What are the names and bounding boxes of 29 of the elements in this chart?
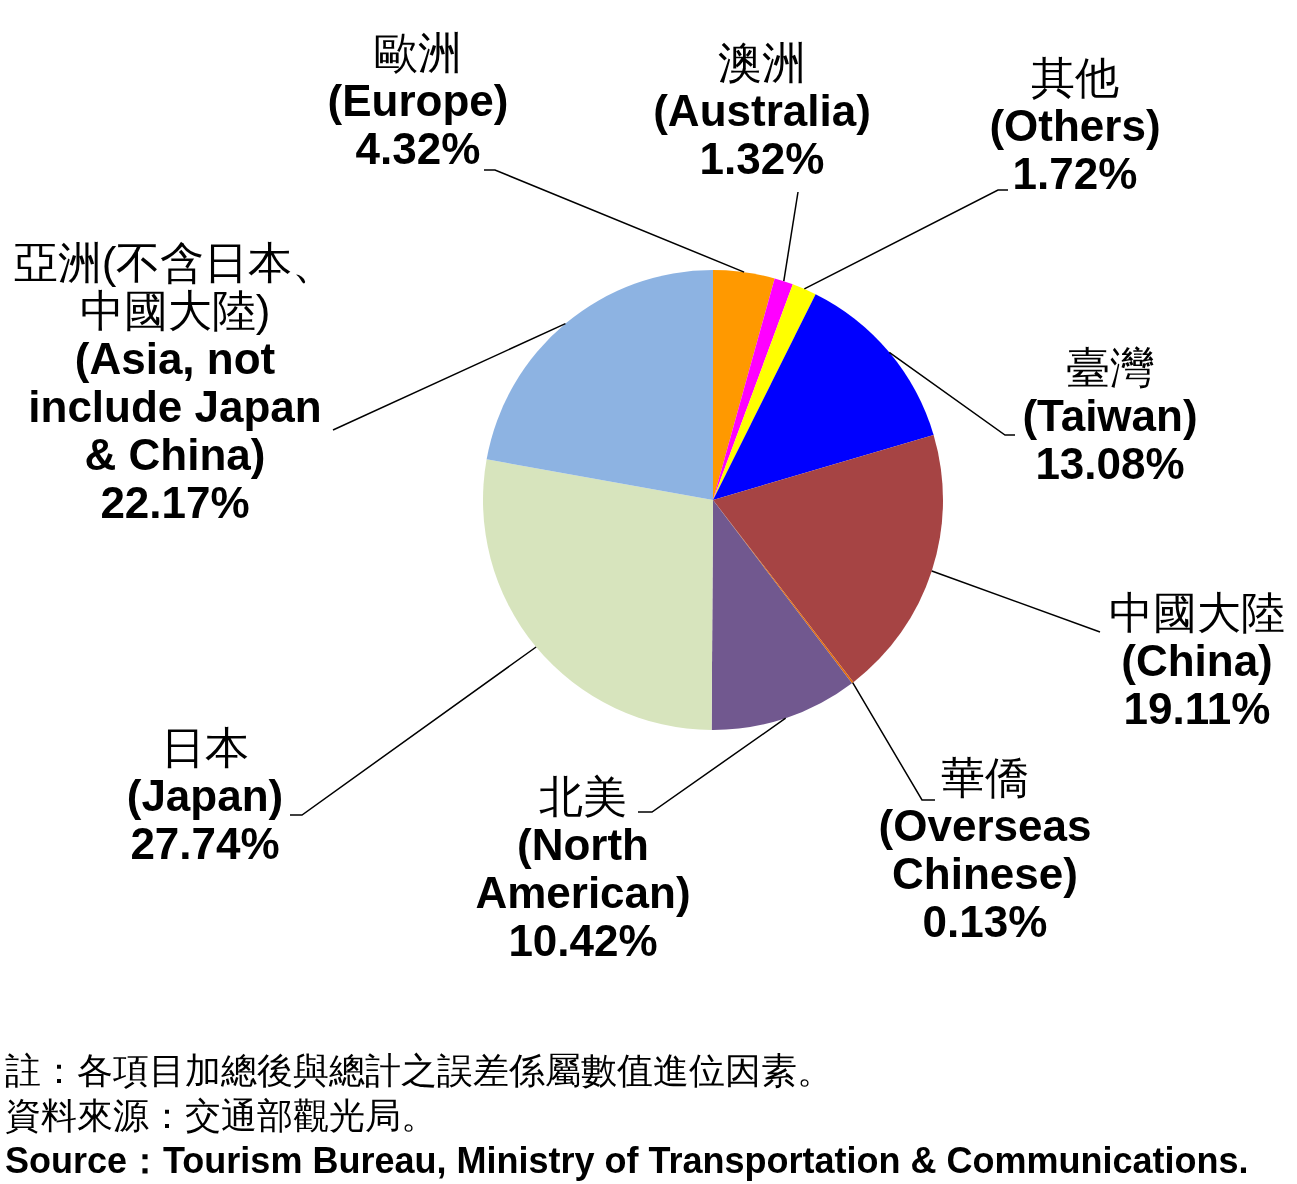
slice-label: 澳洲 (Australia) (653, 38, 871, 135)
source-note: 資料來源：交通部觀光局。 (5, 1095, 437, 1136)
data-label: 13.08% (1035, 439, 1185, 488)
data-label: 0.13% (922, 897, 1048, 946)
source-note: Source：Tourism Bureau, Ministry of Transportation & Communications. (5, 1140, 1249, 1181)
data-label: 1.72% (1012, 149, 1138, 198)
slice-label: 北美 (North American) (475, 772, 691, 917)
pie-slice (486, 270, 713, 500)
slice-label: 其他 (Others) (989, 53, 1161, 150)
slice-label: 亞洲(不含日本、中國大陸) (Asia, not include Japan & China) (13, 238, 337, 479)
pie-slice (713, 270, 775, 500)
slice-label: 華僑 (Overseas Chinese) (878, 753, 1092, 898)
slice-label: 臺灣 (Taiwan) (1022, 343, 1198, 440)
pie-slice (713, 294, 934, 500)
data-label: 4.32% (355, 124, 481, 173)
data-label: 22.17% (100, 478, 250, 527)
data-label: 10.42% (508, 916, 658, 965)
slice-label: 日本 (Japan) (126, 723, 284, 820)
slice-label: 歐洲 (Europe) (327, 28, 509, 125)
slice-label: 中國大陸 (China) (1109, 588, 1285, 685)
text: 註：各項目加總後與總計之誤差係屬數值進位因素。 (5, 1050, 833, 1091)
pie-slice (713, 284, 816, 500)
data-label: 27.74% (130, 819, 280, 868)
data-label: 1.32% (699, 134, 825, 183)
data-label: 19.11% (1123, 684, 1271, 733)
pie-slice (483, 459, 713, 730)
pie-slice (713, 278, 793, 500)
pie-slice (711, 500, 852, 730)
pie-slice (713, 434, 943, 683)
